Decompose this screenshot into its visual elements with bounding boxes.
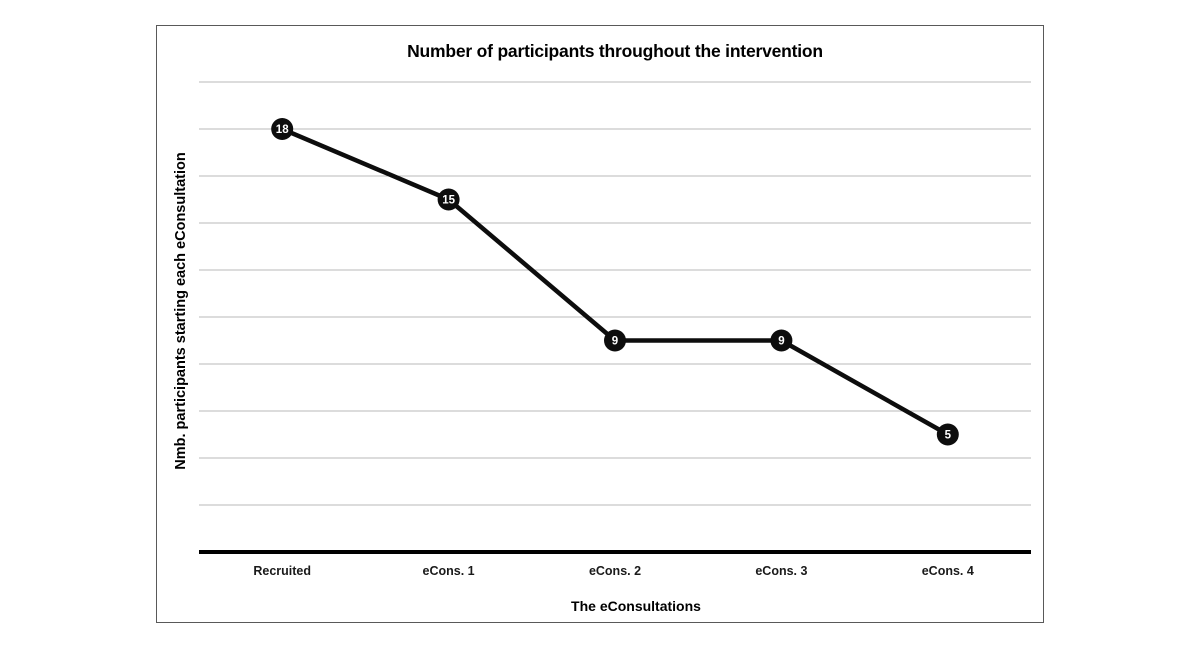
- marker-value-label: 18: [276, 124, 289, 136]
- chart-frame: Number of participants throughout the in…: [156, 25, 1044, 623]
- data-point-marker: 5: [936, 423, 959, 446]
- x-axis-tick-label: eCons. 4: [922, 564, 974, 578]
- x-axis-tick-label: Recruited: [253, 564, 311, 578]
- x-axis-title: The eConsultations: [571, 598, 701, 614]
- marker-value-label: 15: [442, 195, 455, 207]
- data-point-marker: 9: [770, 329, 793, 352]
- data-point-marker: 9: [604, 329, 626, 352]
- data-point-marker: 15: [437, 188, 460, 211]
- data-point-marker: 18: [271, 118, 294, 140]
- marker-value-label: 5: [945, 430, 952, 442]
- x-axis-tick-label: eCons. 1: [423, 564, 475, 578]
- chart-title: Number of participants throughout the in…: [407, 41, 823, 61]
- x-axis-tick-label: eCons. 2: [589, 564, 641, 578]
- series-line: [279, 126, 951, 437]
- marker-value-label: 9: [612, 336, 618, 348]
- marker-value-label: 9: [778, 336, 784, 348]
- chart-canvas: 18 15 9 9 5 Recruited eCons. 1 eCons. 2 eCons. 3…: [199, 81, 1031, 578]
- x-axis-tick-label: eCons. 3: [755, 564, 807, 578]
